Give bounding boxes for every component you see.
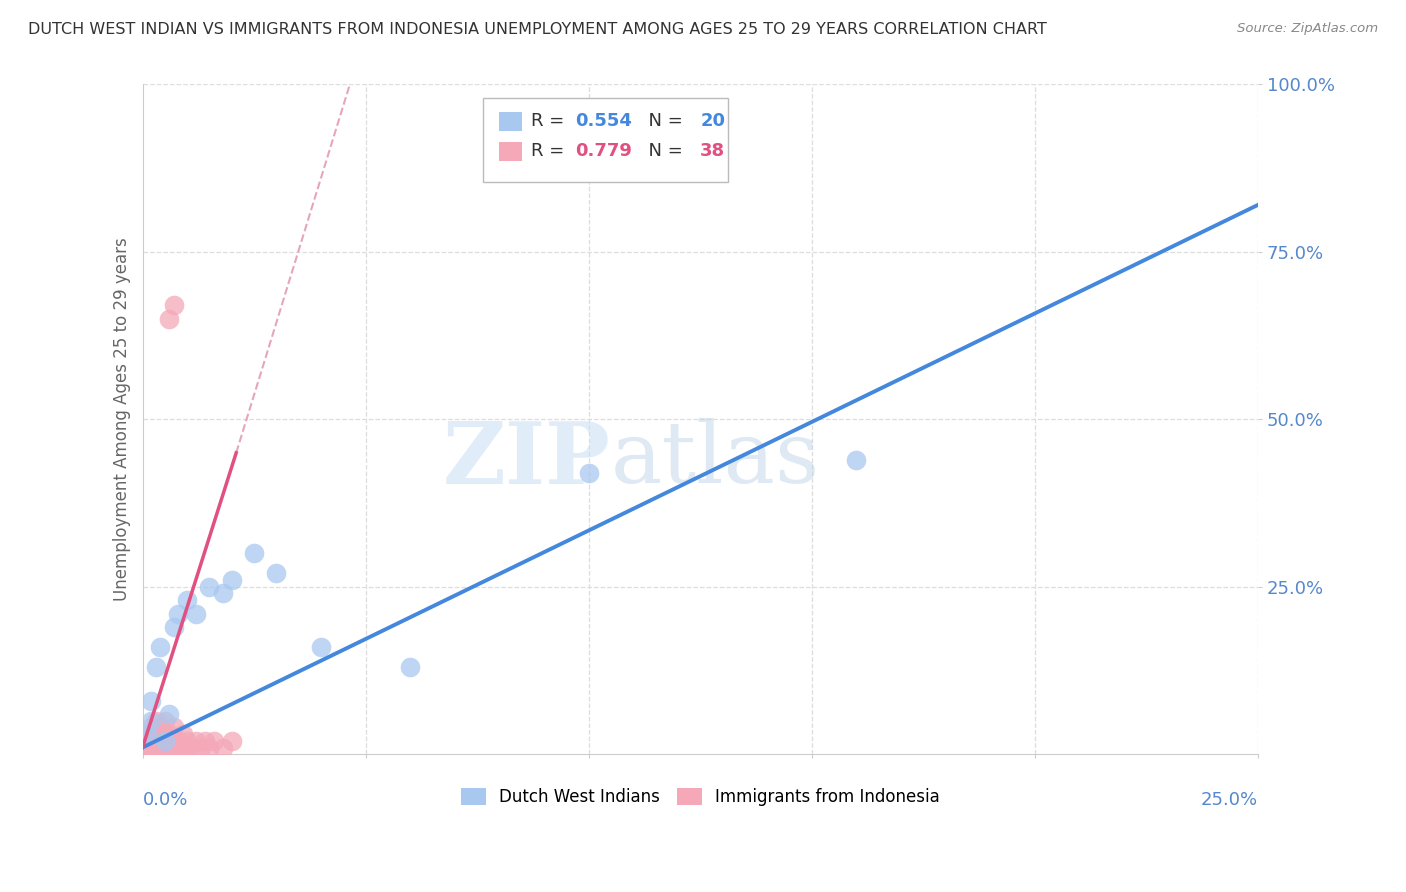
Point	[221, 573, 243, 587]
Text: R =: R =	[530, 112, 569, 130]
Point	[176, 593, 198, 607]
Point	[157, 727, 180, 741]
Text: 25.0%: 25.0%	[1201, 791, 1258, 809]
Text: 38: 38	[700, 143, 725, 161]
Point	[184, 734, 207, 748]
Text: N =: N =	[637, 112, 688, 130]
Point	[153, 727, 176, 741]
Point	[157, 311, 180, 326]
Point	[172, 740, 194, 755]
Point	[163, 734, 186, 748]
Point	[167, 740, 190, 755]
Text: ZIP: ZIP	[443, 417, 612, 501]
Point	[180, 740, 202, 755]
Text: atlas: atlas	[612, 418, 820, 501]
Text: DUTCH WEST INDIAN VS IMMIGRANTS FROM INDONESIA UNEMPLOYMENT AMONG AGES 25 TO 29 : DUTCH WEST INDIAN VS IMMIGRANTS FROM IND…	[28, 22, 1047, 37]
Point	[153, 714, 176, 728]
Text: N =: N =	[637, 143, 688, 161]
Point	[136, 734, 159, 748]
Point	[184, 607, 207, 621]
Point	[198, 580, 221, 594]
Point	[149, 720, 172, 734]
FancyBboxPatch shape	[499, 112, 522, 130]
Point	[163, 298, 186, 312]
Text: 0.0%: 0.0%	[142, 791, 188, 809]
Point	[153, 740, 176, 755]
Point	[141, 693, 163, 707]
Text: R =: R =	[530, 143, 569, 161]
Point	[167, 607, 190, 621]
Point	[211, 740, 233, 755]
Point	[141, 720, 163, 734]
Text: 0.554: 0.554	[575, 112, 633, 130]
Text: Source: ZipAtlas.com: Source: ZipAtlas.com	[1237, 22, 1378, 36]
Point	[136, 727, 159, 741]
Point	[149, 740, 172, 755]
Point	[134, 740, 156, 755]
Point	[163, 620, 186, 634]
Point	[172, 727, 194, 741]
Point	[176, 734, 198, 748]
Point	[309, 640, 332, 654]
Point	[221, 734, 243, 748]
Point	[157, 706, 180, 721]
Point	[190, 740, 212, 755]
Point	[145, 660, 167, 674]
Point	[145, 714, 167, 728]
Point	[202, 734, 225, 748]
Point	[243, 546, 266, 560]
FancyBboxPatch shape	[499, 142, 522, 161]
Point	[136, 740, 159, 755]
Point	[157, 740, 180, 755]
Y-axis label: Unemployment Among Ages 25 to 29 years: Unemployment Among Ages 25 to 29 years	[114, 237, 131, 601]
Point	[141, 734, 163, 748]
Point	[153, 734, 176, 748]
Point	[578, 466, 600, 480]
Point	[211, 586, 233, 600]
Point	[145, 727, 167, 741]
Point	[145, 734, 167, 748]
Legend: Dutch West Indians, Immigrants from Indonesia: Dutch West Indians, Immigrants from Indo…	[454, 781, 946, 813]
Point	[194, 734, 217, 748]
Point	[141, 740, 163, 755]
Point	[136, 727, 159, 741]
Point	[167, 734, 190, 748]
Point	[145, 740, 167, 755]
Point	[266, 566, 288, 581]
Point	[149, 734, 172, 748]
Text: 0.779: 0.779	[575, 143, 633, 161]
Text: 20: 20	[700, 112, 725, 130]
Point	[149, 640, 172, 654]
FancyBboxPatch shape	[482, 98, 728, 182]
Point	[176, 740, 198, 755]
Point	[845, 452, 868, 467]
Point	[141, 714, 163, 728]
Point	[163, 720, 186, 734]
Point	[399, 660, 422, 674]
Point	[198, 740, 221, 755]
Point	[163, 740, 186, 755]
